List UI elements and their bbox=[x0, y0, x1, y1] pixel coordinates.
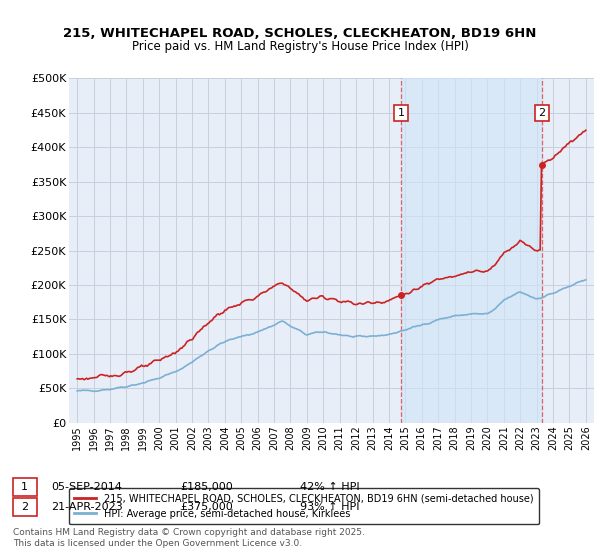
Text: Price paid vs. HM Land Registry's House Price Index (HPI): Price paid vs. HM Land Registry's House … bbox=[131, 40, 469, 53]
Text: 21-APR-2023: 21-APR-2023 bbox=[51, 502, 123, 512]
Text: 42% ↑ HPI: 42% ↑ HPI bbox=[300, 482, 359, 492]
Text: £185,000: £185,000 bbox=[180, 482, 233, 492]
Text: 93% ↑ HPI: 93% ↑ HPI bbox=[300, 502, 359, 512]
Text: 2: 2 bbox=[538, 108, 545, 118]
Bar bbox=[401, 78, 542, 423]
Text: 2: 2 bbox=[21, 502, 28, 512]
Text: 1: 1 bbox=[398, 108, 405, 118]
Text: £375,000: £375,000 bbox=[180, 502, 233, 512]
Text: 215, WHITECHAPEL ROAD, SCHOLES, CLECKHEATON, BD19 6HN: 215, WHITECHAPEL ROAD, SCHOLES, CLECKHEA… bbox=[64, 27, 536, 40]
Text: 1: 1 bbox=[21, 482, 28, 492]
Legend: 215, WHITECHAPEL ROAD, SCHOLES, CLECKHEATON, BD19 6HN (semi-detached house), HPI: 215, WHITECHAPEL ROAD, SCHOLES, CLECKHEA… bbox=[68, 488, 539, 525]
Text: 05-SEP-2014: 05-SEP-2014 bbox=[51, 482, 122, 492]
Text: Contains HM Land Registry data © Crown copyright and database right 2025.
This d: Contains HM Land Registry data © Crown c… bbox=[13, 528, 365, 548]
